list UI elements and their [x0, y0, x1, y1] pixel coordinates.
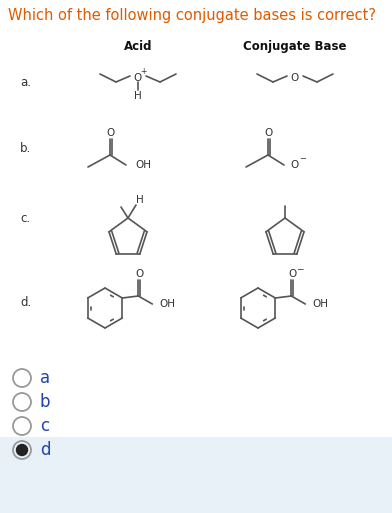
Text: c: c: [40, 417, 49, 435]
Text: −: −: [296, 265, 303, 273]
Text: O: O: [290, 160, 298, 170]
Text: Conjugate Base: Conjugate Base: [243, 40, 347, 53]
Text: d: d: [40, 441, 51, 459]
Circle shape: [16, 444, 27, 456]
Text: O: O: [135, 269, 143, 279]
Bar: [0, 461, 392, 513]
Text: O: O: [265, 128, 273, 138]
Text: d.: d.: [20, 295, 31, 308]
Text: OH: OH: [159, 299, 175, 309]
Text: a: a: [40, 369, 50, 387]
Text: OH: OH: [135, 160, 151, 170]
Text: Acid: Acid: [124, 40, 152, 53]
Text: O: O: [107, 128, 115, 138]
Text: a.: a.: [20, 75, 31, 89]
Text: O: O: [291, 73, 299, 83]
Text: H: H: [134, 91, 142, 101]
Text: b: b: [40, 393, 51, 411]
Text: −: −: [299, 154, 306, 164]
Text: O: O: [288, 269, 296, 279]
Text: +: +: [140, 68, 146, 76]
Text: Which of the following conjugate bases is correct?: Which of the following conjugate bases i…: [8, 8, 376, 23]
Text: H: H: [136, 195, 144, 205]
Text: OH: OH: [312, 299, 328, 309]
Text: b.: b.: [20, 142, 31, 154]
Text: c.: c.: [20, 211, 30, 225]
Text: O: O: [134, 73, 142, 83]
Bar: [0, 437, 392, 463]
